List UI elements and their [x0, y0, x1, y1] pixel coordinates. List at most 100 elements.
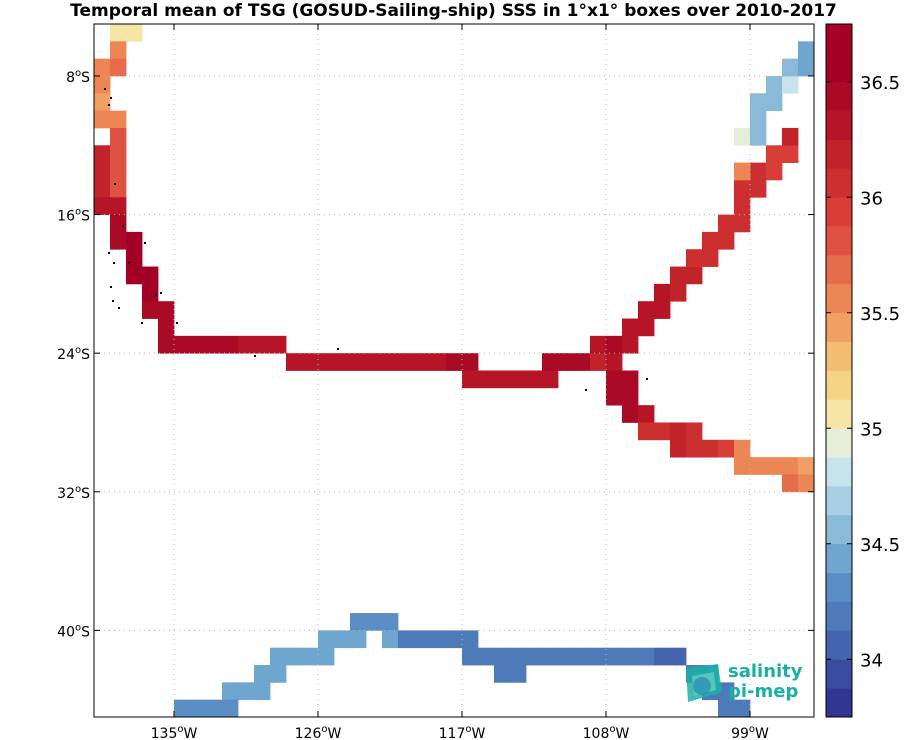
sss-cell — [798, 474, 815, 493]
sss-cell — [382, 630, 399, 649]
sss-cell — [414, 353, 431, 371]
sss-cell — [622, 387, 639, 406]
sss-cell — [462, 370, 479, 389]
sss-cell — [238, 335, 255, 354]
sss-cell — [462, 353, 479, 371]
sss-cell — [462, 630, 479, 649]
sss-cell — [446, 353, 463, 371]
sss-cell — [622, 318, 639, 337]
sss-cell — [110, 179, 127, 198]
sss-cell — [558, 353, 575, 371]
sss-cell — [510, 665, 527, 683]
sss-cell — [590, 647, 607, 666]
sss-cell — [718, 439, 735, 458]
sss-cell — [750, 110, 767, 129]
sss-cell — [766, 457, 783, 475]
island-mark — [144, 242, 146, 244]
sss-cell — [302, 353, 319, 371]
sss-cell — [318, 630, 335, 649]
colorbar-swatch — [826, 110, 852, 140]
sss-cell — [222, 699, 239, 718]
sss-cell — [590, 353, 607, 371]
colorbar-ticks: 36.5 36 35.5 35 34.5 34 — [826, 73, 900, 671]
sss-cell — [606, 353, 623, 371]
sss-cell — [94, 179, 111, 198]
sss-cell — [670, 266, 687, 285]
sss-cell — [574, 353, 591, 371]
sss-cell — [734, 439, 751, 458]
sss-cell — [606, 370, 623, 389]
lon-tick-label: 126oW — [295, 724, 342, 740]
sss-cell — [478, 370, 495, 389]
sss-cell — [734, 179, 751, 198]
sss-cell — [126, 24, 143, 42]
sss-cell — [94, 58, 111, 77]
colorbar-swatch — [826, 52, 852, 83]
sss-cell — [478, 647, 495, 666]
sss-cell — [638, 422, 655, 441]
colorbar-swatch — [826, 283, 852, 314]
island-mark — [128, 262, 130, 264]
sss-cell — [430, 353, 447, 371]
sss-cell — [670, 283, 687, 302]
sss-cell — [126, 249, 143, 267]
sss-cell — [190, 699, 207, 718]
island-mark — [112, 300, 114, 302]
sss-cell — [670, 647, 687, 666]
sss-cell — [222, 335, 239, 354]
colorbar-tick-label: 36 — [860, 188, 883, 209]
island-mark — [155, 294, 157, 296]
sss-cell — [382, 353, 399, 371]
colorbar-swatch — [826, 81, 852, 111]
colorbar-swatch — [826, 659, 852, 689]
sss-cell — [398, 353, 415, 371]
sss-cell — [750, 179, 767, 198]
sss-cell — [686, 266, 703, 285]
sss-cell — [526, 647, 543, 666]
sss-cell — [238, 682, 255, 701]
sss-cell — [430, 630, 447, 649]
colorbar-swatch — [826, 370, 852, 400]
sss-cell — [734, 457, 751, 475]
sss-cell — [654, 301, 671, 319]
sss-cell — [494, 647, 511, 666]
sss-cell — [318, 353, 335, 371]
colorbar-swatch — [826, 543, 852, 573]
sss-cell — [782, 457, 799, 475]
sss-cell — [734, 127, 751, 146]
sss-cell — [94, 110, 111, 129]
sss-cell — [110, 162, 127, 181]
sss-cell — [286, 353, 303, 371]
sss-cell — [302, 647, 319, 666]
sss-cell — [766, 75, 783, 94]
sss-cell — [206, 335, 223, 354]
colorbar-swatch — [826, 139, 852, 169]
colorbar-swatch — [826, 457, 852, 487]
colorbar-swatch — [826, 197, 852, 227]
sss-cell — [782, 474, 799, 493]
sss-cell — [638, 318, 655, 337]
sss-cell — [654, 422, 671, 441]
sss-cell — [670, 439, 687, 458]
sss-cell — [638, 301, 655, 319]
lat-tick-label: 40oS — [57, 622, 90, 640]
island-mark — [646, 378, 648, 380]
island-mark — [118, 307, 120, 309]
logo-globe-icon — [686, 664, 722, 702]
sss-cell — [782, 145, 799, 163]
island-mark — [104, 88, 106, 90]
island-mark — [141, 322, 143, 324]
sss-cell — [110, 197, 127, 215]
colorbar-swatch — [826, 572, 852, 602]
lat-tick-label: 8oS — [66, 68, 90, 86]
sss-cell — [222, 682, 239, 701]
colorbar-swatch — [826, 341, 852, 371]
colorbar-swatch — [826, 630, 852, 660]
sss-cell — [446, 630, 463, 649]
island-mark — [176, 322, 178, 324]
map-frame — [93, 23, 815, 718]
sss-cell — [622, 335, 639, 354]
sss-cell — [174, 335, 191, 354]
sss-cell — [270, 665, 287, 683]
